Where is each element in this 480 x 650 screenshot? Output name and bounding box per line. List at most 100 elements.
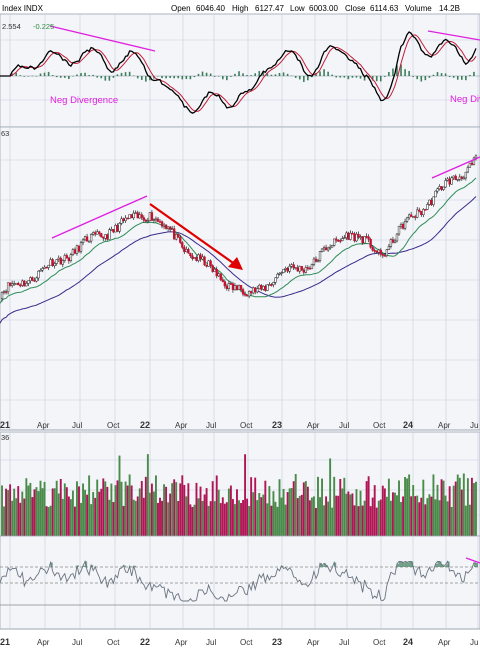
volume-bar	[65, 487, 68, 536]
volume-bar	[290, 488, 293, 536]
price-bar-body	[215, 269, 218, 277]
volume-bar	[7, 490, 10, 536]
price-bar-body	[399, 223, 403, 227]
price-bar-body	[87, 240, 91, 243]
macd-histogram-bar	[27, 76, 30, 77]
price-bar-body	[306, 267, 310, 269]
volume-bar	[96, 479, 99, 536]
volume-bar	[369, 506, 372, 536]
volume-bar	[300, 494, 303, 536]
downtrend-arrow-shaft	[149, 203, 237, 266]
x-axis-tick-label: Apr	[438, 638, 451, 647]
price-bar-body	[347, 232, 350, 240]
price-bar-body	[166, 226, 170, 229]
macd-histogram-bar	[355, 76, 358, 78]
volume-bar	[19, 502, 22, 536]
price-bar-body	[308, 268, 312, 270]
price-bar-body	[85, 236, 89, 242]
macd-histogram-bar	[108, 76, 111, 81]
price-bar-body	[79, 242, 83, 252]
volume-bar	[223, 503, 226, 536]
volume-bar	[136, 496, 139, 536]
volume-bar	[124, 481, 127, 536]
volume-bar	[179, 483, 182, 536]
volume-bar	[31, 497, 34, 536]
macd-histogram-bar	[303, 76, 305, 82]
volume-bar	[163, 484, 166, 536]
volume-bar	[351, 493, 354, 536]
volume-bar	[217, 489, 220, 536]
volume-bar	[73, 506, 76, 536]
volume-bar	[414, 496, 417, 536]
macd-histogram-bar	[351, 76, 354, 78]
volume-bar	[102, 478, 105, 536]
price-bar-body	[407, 214, 411, 219]
volume-bar	[418, 502, 421, 536]
volume-bar	[472, 483, 475, 536]
macd-histogram-bar	[343, 76, 346, 78]
macd-histogram-bar	[128, 71, 131, 76]
price-bar-body	[278, 273, 281, 275]
volume-bar	[92, 492, 95, 536]
price-bar-body	[146, 220, 150, 222]
macd-histogram-bar	[436, 72, 439, 76]
price-bar-body	[262, 285, 265, 290]
volume-bar	[199, 486, 202, 536]
price-bar-body	[353, 233, 356, 242]
volume-bar	[106, 486, 109, 536]
open-label: Open	[171, 4, 191, 13]
price-bar-body	[395, 233, 399, 242]
volume-bar	[169, 493, 172, 536]
price-bar-body	[59, 257, 62, 265]
macd-histogram-bar	[100, 76, 103, 79]
volume-bar	[108, 499, 111, 536]
price-bar-body	[391, 239, 395, 243]
volume-bar	[189, 504, 192, 536]
price-bar-body	[436, 188, 439, 192]
chart-header: Index INDX Open 6046.40 High 6127.47 Low…	[2, 4, 460, 13]
price-bar-body	[171, 228, 174, 230]
price-bar-body	[245, 294, 249, 297]
price-bar-body	[464, 171, 467, 179]
macd-histogram-bar	[408, 71, 410, 76]
price-bar-body	[424, 209, 427, 211]
price-bar-body	[114, 225, 117, 233]
volume-bar	[195, 482, 198, 536]
volume-bar	[306, 486, 309, 536]
volume-bar	[39, 480, 42, 536]
volume-bar	[69, 499, 72, 536]
price-bar-body	[71, 249, 75, 255]
price-bar-body	[292, 264, 295, 269]
volume-bar	[250, 477, 253, 536]
x-axis-tick-label: Apr	[175, 421, 188, 430]
macd-histogram-bar	[221, 76, 224, 80]
macd-histogram-bar	[43, 72, 46, 76]
price-bar-body	[458, 176, 461, 180]
volume-bar	[450, 506, 453, 536]
price-bar-body	[187, 249, 190, 254]
macd-histogram-bar	[469, 74, 471, 76]
volume-bar	[57, 493, 60, 536]
price-bar-body	[63, 255, 66, 261]
volume-bar	[90, 504, 93, 536]
high-label: High	[232, 4, 248, 13]
price-bar-body	[19, 284, 22, 287]
macd-histogram-bar	[347, 76, 350, 80]
volume-bar	[268, 486, 271, 536]
price-bar-body	[130, 214, 133, 219]
macd-histogram-bar	[68, 76, 70, 79]
volume-bar	[211, 481, 214, 536]
price-bar-body	[140, 214, 143, 218]
macd-panel: 2.554 -0.225 Neg Divergence Neg Divergen…	[0, 13, 480, 128]
volume-bar	[460, 489, 463, 536]
volume-bar	[475, 481, 477, 536]
volume-bar	[365, 481, 368, 536]
volume-bar	[258, 492, 261, 536]
price-bar-body	[8, 282, 12, 286]
volume-bar	[126, 485, 129, 536]
volume-bar	[82, 483, 84, 536]
price-bar-body	[387, 246, 391, 250]
price-bar-body	[416, 209, 419, 218]
price-bar-body	[102, 236, 105, 239]
volume-bar	[400, 501, 402, 536]
